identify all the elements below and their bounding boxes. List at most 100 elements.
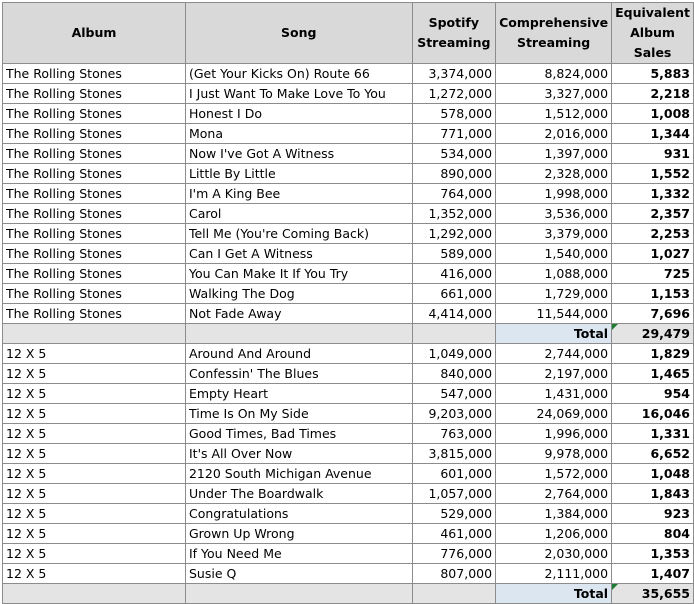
comprehensive-streaming-cell[interactable]: 1,088,000 [495,263,613,284]
song-cell[interactable]: Tell Me (You're Coming Back) [184,223,413,244]
header-album[interactable]: Album [2,2,186,64]
song-cell[interactable]: Mona [184,123,413,144]
album-cell[interactable]: 12 X 5 [2,563,186,584]
song-cell[interactable]: It's All Over Now [184,443,413,464]
album-cell[interactable]: The Rolling Stones [2,303,186,324]
spotify-streaming-cell[interactable]: 1,352,000 [411,203,497,224]
song-cell[interactable]: Walking The Dog [184,283,413,304]
equivalent-album-sales-cell[interactable]: 1,552 [611,163,694,184]
equivalent-album-sales-cell[interactable]: 1,153 [611,283,694,304]
album-cell[interactable]: 12 X 5 [2,423,186,444]
album-cell[interactable]: The Rolling Stones [2,143,186,164]
equivalent-album-sales-cell[interactable]: 2,253 [611,223,694,244]
spotify-streaming-cell[interactable]: 416,000 [411,263,497,284]
song-cell[interactable]: Can I Get A Witness [184,243,413,264]
comprehensive-streaming-cell[interactable]: 3,536,000 [495,203,613,224]
equivalent-album-sales-cell[interactable]: 2,218 [611,83,694,104]
equivalent-album-sales-cell[interactable]: 1,008 [611,103,694,124]
spotify-streaming-cell[interactable]: 1,049,000 [411,343,497,364]
album-cell[interactable]: 12 X 5 [2,383,186,404]
equivalent-album-sales-cell[interactable]: 1,407 [611,563,694,584]
comprehensive-streaming-cell[interactable]: 2,111,000 [495,563,613,584]
empty-cell[interactable] [2,583,186,604]
song-cell[interactable]: Little By Little [184,163,413,184]
spotify-streaming-cell[interactable]: 764,000 [411,183,497,204]
spotify-streaming-cell[interactable]: 461,000 [411,523,497,544]
comprehensive-streaming-cell[interactable]: 3,327,000 [495,83,613,104]
spotify-streaming-cell[interactable]: 763,000 [411,423,497,444]
empty-cell[interactable] [411,583,497,604]
spotify-streaming-cell[interactable]: 4,414,000 [411,303,497,324]
spotify-streaming-cell[interactable]: 771,000 [411,123,497,144]
comprehensive-streaming-cell[interactable]: 2,328,000 [495,163,613,184]
spotify-streaming-cell[interactable]: 661,000 [411,283,497,304]
spotify-streaming-cell[interactable]: 840,000 [411,363,497,384]
song-cell[interactable]: Good Times, Bad Times [184,423,413,444]
comprehensive-streaming-cell[interactable]: 2,016,000 [495,123,613,144]
equivalent-album-sales-cell[interactable]: 7,696 [611,303,694,324]
spotify-streaming-cell[interactable]: 890,000 [411,163,497,184]
song-cell[interactable]: Time Is On My Side [184,403,413,424]
album-cell[interactable]: The Rolling Stones [2,263,186,284]
album-cell[interactable]: The Rolling Stones [2,183,186,204]
equivalent-album-sales-cell[interactable]: 931 [611,143,694,164]
comprehensive-streaming-cell[interactable]: 1,540,000 [495,243,613,264]
comprehensive-streaming-cell[interactable]: 8,824,000 [495,63,613,84]
album-cell[interactable]: 12 X 5 [2,503,186,524]
spotify-streaming-cell[interactable]: 3,374,000 [411,63,497,84]
album-cell[interactable]: The Rolling Stones [2,123,186,144]
spotify-streaming-cell[interactable]: 1,292,000 [411,223,497,244]
comprehensive-streaming-cell[interactable]: 1,998,000 [495,183,613,204]
comprehensive-streaming-cell[interactable]: 1,384,000 [495,503,613,524]
album-cell[interactable]: The Rolling Stones [2,83,186,104]
spotify-streaming-cell[interactable]: 534,000 [411,143,497,164]
empty-cell[interactable] [411,323,497,344]
comprehensive-streaming-cell[interactable]: 1,572,000 [495,463,613,484]
spotify-streaming-cell[interactable]: 3,815,000 [411,443,497,464]
total-label[interactable]: Total [495,323,613,344]
song-cell[interactable]: I'm A King Bee [184,183,413,204]
equivalent-album-sales-cell[interactable]: 1,344 [611,123,694,144]
total-value[interactable]: 29,479 [611,323,694,344]
equivalent-album-sales-cell[interactable]: 2,357 [611,203,694,224]
song-cell[interactable]: Grown Up Wrong [184,523,413,544]
spotify-streaming-cell[interactable]: 1,057,000 [411,483,497,504]
album-cell[interactable]: 12 X 5 [2,543,186,564]
equivalent-album-sales-cell[interactable]: 1,027 [611,243,694,264]
album-cell[interactable]: 12 X 5 [2,523,186,544]
equivalent-album-sales-cell[interactable]: 1,353 [611,543,694,564]
song-cell[interactable]: Susie Q [184,563,413,584]
song-cell[interactable]: Honest I Do [184,103,413,124]
comprehensive-streaming-cell[interactable]: 3,379,000 [495,223,613,244]
header-equivalent-album-sales[interactable]: Equivalent Album Sales [611,2,694,64]
equivalent-album-sales-cell[interactable]: 1,331 [611,423,694,444]
empty-cell[interactable] [2,323,186,344]
album-cell[interactable]: The Rolling Stones [2,243,186,264]
comprehensive-streaming-cell[interactable]: 1,729,000 [495,283,613,304]
header-comprehensive-streaming[interactable]: Comprehensive Streaming [495,2,613,64]
total-value[interactable]: 35,655 [611,583,694,604]
spotify-streaming-cell[interactable]: 9,203,000 [411,403,497,424]
equivalent-album-sales-cell[interactable]: 16,046 [611,403,694,424]
comprehensive-streaming-cell[interactable]: 2,764,000 [495,483,613,504]
album-cell[interactable]: 12 X 5 [2,363,186,384]
comprehensive-streaming-cell[interactable]: 1,397,000 [495,143,613,164]
album-cell[interactable]: The Rolling Stones [2,223,186,244]
song-cell[interactable]: Confessin' The Blues [184,363,413,384]
comprehensive-streaming-cell[interactable]: 9,978,000 [495,443,613,464]
song-cell[interactable]: Under The Boardwalk [184,483,413,504]
equivalent-album-sales-cell[interactable]: 1,465 [611,363,694,384]
header-song[interactable]: Song [184,2,413,64]
spotify-streaming-cell[interactable]: 529,000 [411,503,497,524]
equivalent-album-sales-cell[interactable]: 804 [611,523,694,544]
header-spotify-streaming[interactable]: Spotify Streaming [411,2,497,64]
song-cell[interactable]: Carol [184,203,413,224]
equivalent-album-sales-cell[interactable]: 6,652 [611,443,694,464]
spotify-streaming-cell[interactable]: 776,000 [411,543,497,564]
comprehensive-streaming-cell[interactable]: 2,030,000 [495,543,613,564]
spotify-streaming-cell[interactable]: 578,000 [411,103,497,124]
album-cell[interactable]: 12 X 5 [2,403,186,424]
equivalent-album-sales-cell[interactable]: 1,843 [611,483,694,504]
equivalent-album-sales-cell[interactable]: 1,048 [611,463,694,484]
song-cell[interactable]: 2120 South Michigan Avenue [184,463,413,484]
